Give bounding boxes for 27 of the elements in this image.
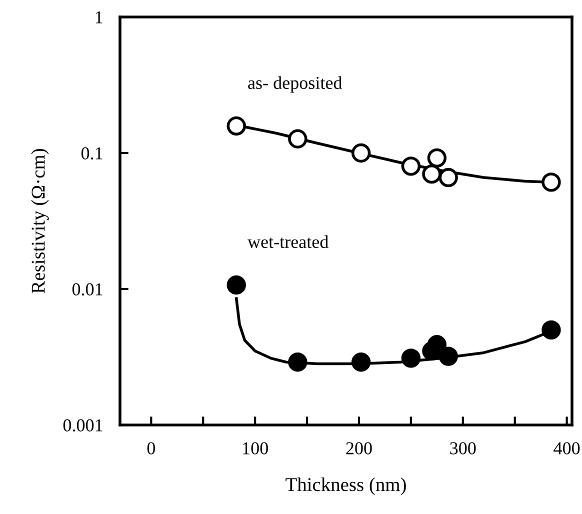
point	[351, 352, 371, 372]
y-tick-label: 0.001	[63, 419, 102, 432]
point	[288, 352, 308, 372]
y-tick-label: 0.1	[81, 147, 102, 160]
point	[422, 164, 442, 184]
point	[438, 168, 458, 188]
x-tick-label: 300	[450, 442, 476, 454]
x-tick-label: 100	[243, 442, 268, 454]
y-tick-label: 1	[96, 11, 102, 24]
point	[427, 148, 447, 168]
point	[226, 275, 246, 295]
point	[438, 346, 458, 366]
x-tick-label: 0	[147, 442, 155, 454]
point	[542, 172, 561, 192]
point	[401, 348, 421, 368]
y-axis-title: Resistivity (Ω·cm)	[31, 149, 49, 294]
point	[351, 143, 371, 163]
x-tick-label: 200	[346, 442, 372, 454]
point	[401, 156, 421, 176]
x-axis-title: Thickness (nm)	[286, 477, 406, 496]
series-label: as- deposited	[248, 76, 342, 93]
series-label: wet-treated	[248, 235, 328, 248]
point	[226, 116, 246, 136]
x-tick-label: 400	[554, 442, 580, 454]
y-tick-label: 0.01	[72, 283, 102, 296]
point	[288, 129, 308, 148]
point	[542, 320, 561, 340]
